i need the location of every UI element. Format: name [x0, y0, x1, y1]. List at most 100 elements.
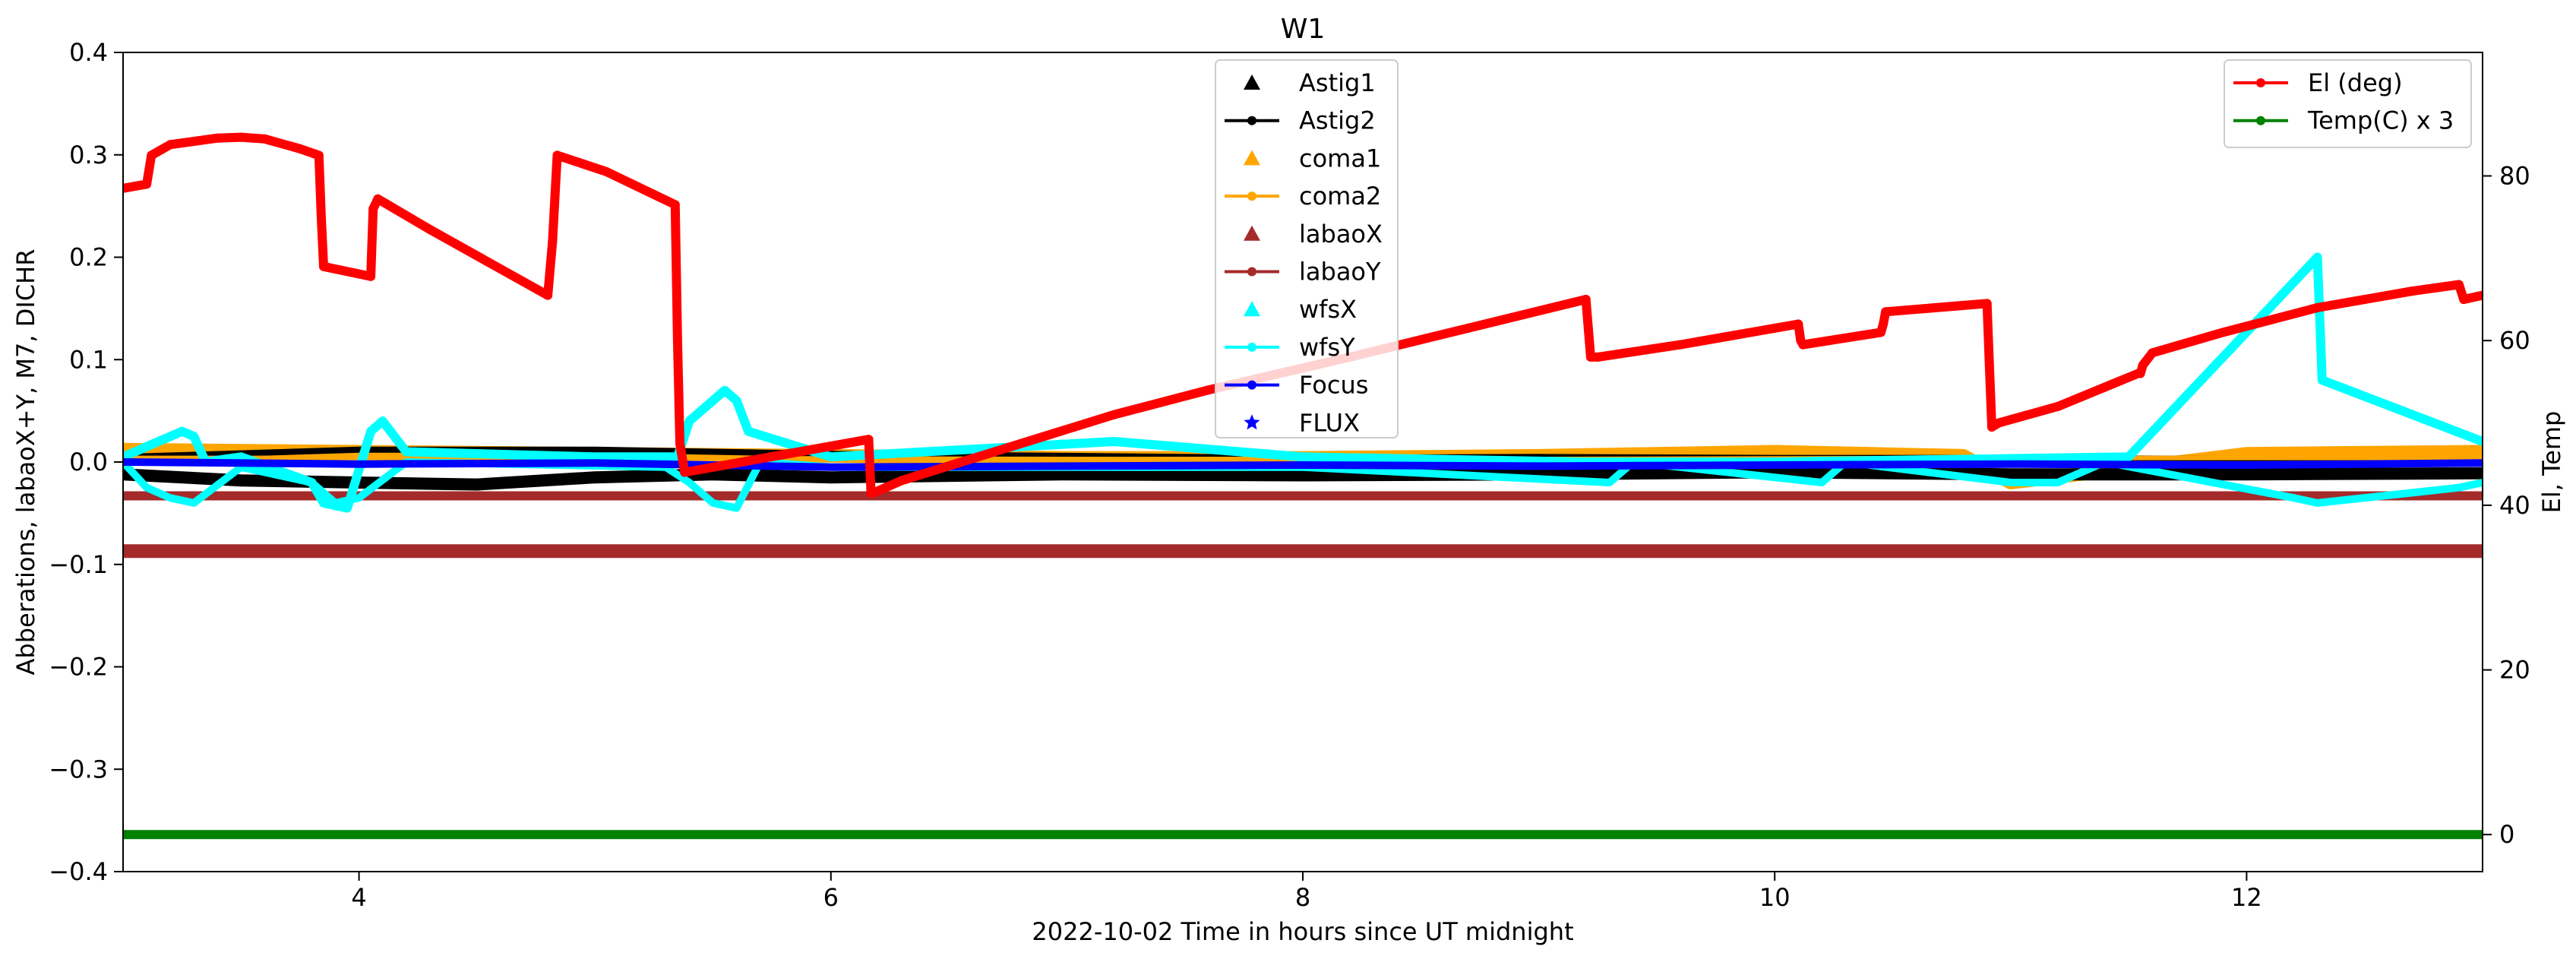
legend-dot-marker	[2256, 78, 2265, 87]
legend-dot-marker	[1247, 116, 1256, 125]
legend-triangle-marker	[1244, 301, 1260, 317]
series-el-deg-point	[1982, 299, 1992, 309]
series-el-deg-point	[897, 476, 906, 486]
y-axis-right-ticks: 0 20 40 60 80	[2483, 162, 2530, 849]
series-el-deg-point	[1583, 323, 1593, 333]
series-el-deg-point	[1876, 328, 1885, 337]
legend-label: El (deg)	[2308, 68, 2403, 97]
y-right-tick-label: 20	[2499, 656, 2530, 685]
y-left-tick-label: −0.4	[49, 857, 108, 886]
legend-dot-marker	[1247, 267, 1256, 277]
series-el-deg-point	[1676, 340, 1685, 350]
series-el-deg-point	[1987, 423, 1996, 432]
y-axis-label-right: El, Temp	[2537, 411, 2566, 514]
series-el-deg-point	[373, 194, 383, 204]
legend-dot-marker	[1247, 191, 1256, 201]
y-left-tick-label: 0.3	[69, 141, 108, 169]
legend-item-astig2: Astig2	[1225, 106, 1376, 135]
y-left-tick-label: −0.3	[49, 755, 108, 783]
series-el-deg-point	[1585, 352, 1595, 362]
x-axis-ticks: 4 6 8 10 12	[351, 872, 2262, 912]
legend-label: wfsX	[1299, 295, 1357, 324]
legend-left: Astig1 Astig2 coma1 coma2 labaoX labaoY wfsX wf…	[1215, 59, 1399, 438]
legend-item-astig1: Astig1	[1244, 68, 1376, 97]
legend-label: labaoX	[1299, 220, 1383, 248]
series-el-deg-point	[147, 150, 156, 160]
series-el-deg-point	[1770, 323, 1780, 333]
series-el-deg-point	[680, 467, 690, 477]
y-left-tick-label: 0.2	[69, 243, 108, 272]
series-el-deg-points	[123, 132, 2483, 498]
series-el-deg-point	[868, 488, 878, 498]
data-layer	[123, 132, 2483, 840]
x-tick-label: 12	[2231, 883, 2262, 912]
legend-label: FLUX	[1299, 408, 1360, 437]
series-el-deg-point	[2407, 286, 2416, 296]
series-el-deg-point	[1593, 352, 1603, 362]
series-el-deg-point	[142, 179, 152, 189]
series-el-deg-point	[552, 150, 562, 160]
series-el-deg-point	[1581, 295, 1591, 304]
legend-label: Focus	[1299, 371, 1368, 400]
legend-triangle-marker	[1244, 225, 1260, 241]
series-el-deg-point	[213, 133, 223, 143]
series-el-deg-point	[260, 134, 270, 144]
series-el-deg-point	[543, 290, 553, 300]
series-el-deg-point	[2218, 328, 2228, 337]
series-el-deg-point	[1879, 319, 1889, 329]
series-el-deg-point	[2312, 302, 2322, 312]
legend-dot-marker	[1247, 342, 1256, 352]
series-el-deg-point	[1463, 323, 1473, 333]
series-el-deg-point	[2053, 401, 2062, 411]
x-tick-label: 8	[1295, 883, 1310, 912]
series-el-deg-point	[1794, 319, 1803, 329]
series-el-deg-point	[1881, 307, 1891, 317]
series-el-deg-point	[602, 167, 612, 177]
legend-right: El (deg) Temp(C) x 3	[2224, 59, 2472, 148]
y-left-tick-label: −0.1	[49, 550, 108, 579]
series-el-deg-point	[672, 336, 682, 346]
legend-label: wfsY	[1299, 333, 1355, 362]
series-el-deg-point	[1798, 340, 1808, 350]
y-right-tick-label: 60	[2499, 326, 2530, 355]
series-el-deg-point	[425, 224, 435, 234]
y-left-tick-label: 0.1	[69, 345, 108, 374]
legend-label: Astig2	[1299, 106, 1376, 135]
legend-dot-marker	[1247, 380, 1256, 390]
legend-item-labaox: labaoX	[1244, 220, 1383, 248]
series-el-deg-point	[1994, 418, 2004, 428]
y-axis-label-left: Abberations, labaoX+Y, M7, DICHR	[11, 249, 40, 676]
axes-layer: 4 6 8 10 12 0.4 0.3 0.2 0.1 0.0 −0.1 −0.2 −0.3 −0.4 0 2…	[49, 38, 2530, 912]
series-el-deg-point	[2459, 295, 2469, 304]
series-el-deg-point	[670, 200, 680, 210]
legend-box	[1215, 59, 1399, 438]
series-el-deg-point	[319, 261, 328, 271]
legend-label: labaoY	[1299, 258, 1381, 286]
x-axis-label: 2022-10-02 Time in hours since UT midnig…	[1032, 917, 1573, 946]
legend-item-wfsx: wfsX	[1244, 295, 1357, 324]
y-left-tick-label: 0.0	[69, 448, 108, 476]
legend-item-temp-c-x-3: Temp(C) x 3	[2233, 106, 2454, 135]
legend-label: coma2	[1299, 182, 1381, 210]
series-el-deg-point	[2478, 290, 2483, 300]
y-left-tick-label: 0.4	[69, 38, 108, 67]
series-el-deg-point	[675, 438, 684, 448]
series-el-deg-point	[548, 237, 558, 247]
series-focus-line	[123, 458, 2483, 471]
series-el-deg-point	[366, 271, 376, 281]
x-tick-label: 10	[1759, 883, 1791, 912]
series-el-deg-point	[1203, 385, 1213, 395]
series-el-deg-point	[484, 258, 494, 267]
legend-item-el-deg: El (deg)	[2233, 68, 2403, 97]
series-el-deg-point	[864, 435, 874, 445]
series-el-deg-point	[295, 144, 305, 154]
y-right-tick-label: 80	[2499, 162, 2530, 191]
legend-label: Astig1	[1299, 68, 1376, 97]
series-el-deg-point	[2135, 369, 2145, 378]
series-el-deg-point	[1109, 410, 1119, 419]
y-left-tick-label: −0.2	[49, 653, 108, 682]
series-el-deg-point	[2138, 360, 2148, 370]
series-el-deg-point	[314, 150, 324, 160]
y-right-tick-label: 0	[2499, 820, 2514, 849]
